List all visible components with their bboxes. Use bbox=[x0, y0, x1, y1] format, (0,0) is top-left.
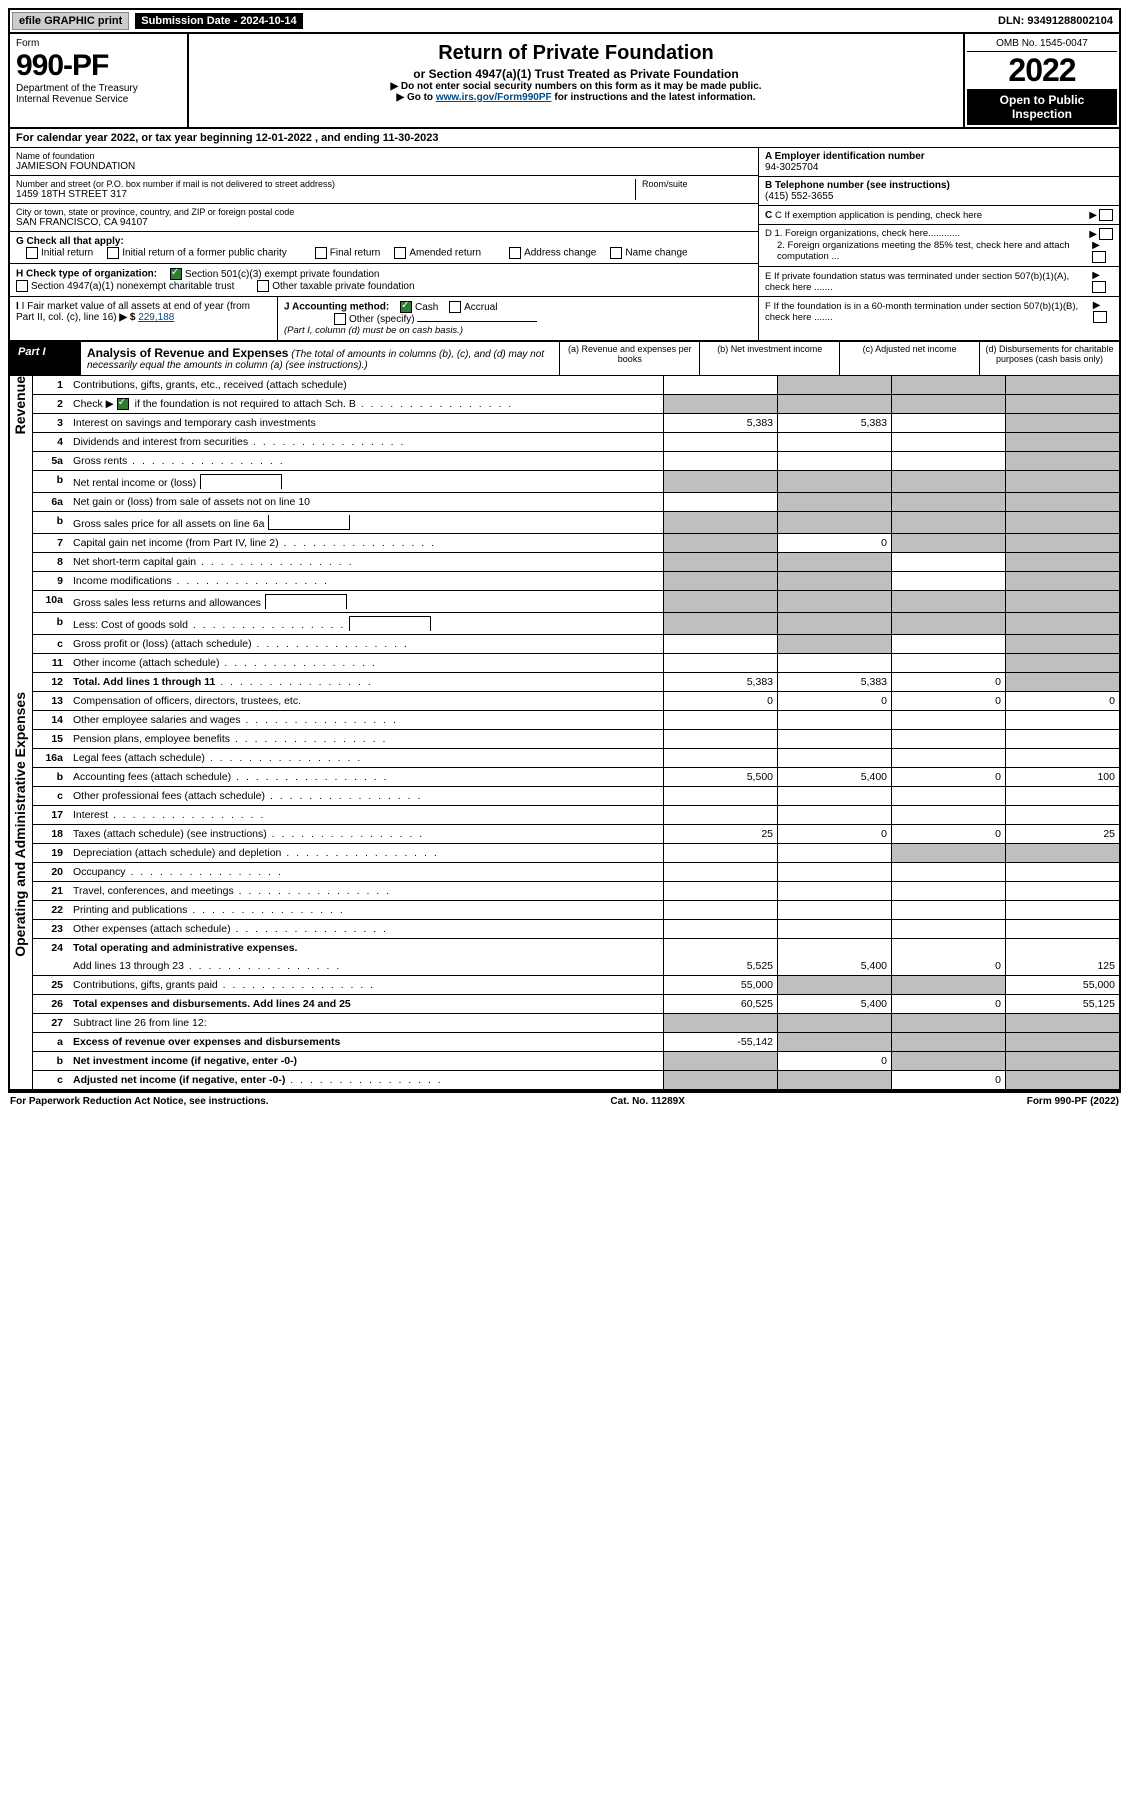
section-i-j: I I Fair market value of all assets at e… bbox=[10, 297, 758, 340]
ssn-warning: ▶ Do not enter social security numbers o… bbox=[197, 81, 955, 92]
h-other-taxable[interactable]: Other taxable private foundation bbox=[257, 281, 414, 292]
e-row: E If private foundation status was termi… bbox=[759, 267, 1119, 297]
f-row: F If the foundation is in a 60-month ter… bbox=[759, 297, 1119, 326]
foundation-name: JAMIESON FOUNDATION bbox=[16, 161, 752, 172]
form-header: Form 990-PF Department of the Treasury I… bbox=[8, 34, 1121, 129]
cat-no: Cat. No. 11289X bbox=[610, 1096, 684, 1107]
ein-row: A Employer identification number 94-3025… bbox=[759, 148, 1119, 177]
dln-label: DLN: 93491288002104 bbox=[998, 15, 1117, 27]
g-amended-return[interactable]: Amended return bbox=[394, 247, 481, 259]
col-c-header: (c) Adjusted net income bbox=[839, 342, 979, 375]
part1-label: Part I bbox=[10, 342, 81, 375]
city-state-zip: SAN FRANCISCO, CA 94107 bbox=[16, 217, 752, 228]
g-final-return[interactable]: Final return bbox=[315, 247, 381, 259]
col-a-header: (a) Revenue and expenses per books bbox=[559, 342, 699, 375]
entity-info-grid: Name of foundation JAMIESON FOUNDATION N… bbox=[8, 148, 1121, 341]
j-other[interactable]: Other (specify) bbox=[334, 314, 415, 325]
street-address: 1459 18TH STREET 317 bbox=[16, 189, 635, 200]
d2-checkbox[interactable] bbox=[1092, 251, 1106, 263]
g-address-change[interactable]: Address change bbox=[509, 247, 596, 259]
g-initial-return[interactable]: Initial return bbox=[26, 247, 93, 259]
column-headers: (a) Revenue and expenses per books (b) N… bbox=[559, 342, 1119, 375]
irs-link[interactable]: www.irs.gov/Form990PF bbox=[436, 92, 552, 103]
form-number: 990-PF bbox=[16, 49, 181, 83]
page-footer: For Paperwork Reduction Act Notice, see … bbox=[8, 1091, 1121, 1107]
dept-treasury: Department of the Treasury bbox=[16, 83, 181, 94]
section-g: G Check all that apply: Initial return I… bbox=[10, 232, 758, 264]
part1-table: Revenue 1Contributions, gifts, grants, e… bbox=[8, 376, 1121, 1091]
form-id-block: Form 990-PF Department of the Treasury I… bbox=[10, 34, 189, 127]
j-cash[interactable]: Cash bbox=[400, 302, 438, 313]
tax-year: 2022 bbox=[967, 52, 1117, 89]
col-b-header: (b) Net investment income bbox=[699, 342, 839, 375]
dept-irs: Internal Revenue Service bbox=[16, 94, 181, 105]
phone-value: (415) 552-3655 bbox=[765, 191, 833, 202]
form-word: Form bbox=[16, 38, 181, 49]
goto-line: ▶ Go to www.irs.gov/Form990PF for instru… bbox=[197, 92, 955, 103]
section-h: H Check type of organization: Section 50… bbox=[10, 264, 758, 297]
room-suite-label: Room/suite bbox=[642, 179, 752, 189]
efile-print-button[interactable]: efile GRAPHIC print bbox=[12, 12, 129, 30]
part1-title: Analysis of Revenue and Expenses (The to… bbox=[81, 342, 559, 375]
phone-row: B Telephone number (see instructions) (4… bbox=[759, 177, 1119, 206]
d1-checkbox[interactable] bbox=[1099, 228, 1113, 240]
part1-header: Part I Analysis of Revenue and Expenses … bbox=[8, 341, 1121, 376]
fmv-link[interactable]: 229,188 bbox=[138, 312, 174, 323]
d-row: D 1. Foreign organizations, check here..… bbox=[759, 225, 1119, 267]
form-title: Return of Private Foundation bbox=[197, 42, 955, 65]
form-subtitle: or Section 4947(a)(1) Trust Treated as P… bbox=[197, 67, 955, 81]
calendar-year-line: For calendar year 2022, or tax year begi… bbox=[8, 129, 1121, 148]
schb-checkbox[interactable] bbox=[117, 398, 129, 410]
paperwork-notice: For Paperwork Reduction Act Notice, see … bbox=[10, 1096, 269, 1107]
city-cell: City or town, state or province, country… bbox=[10, 204, 758, 232]
ein-value: 94-3025704 bbox=[765, 162, 818, 173]
open-to-public-badge: Open to Public Inspection bbox=[967, 89, 1117, 125]
foundation-name-cell: Name of foundation JAMIESON FOUNDATION bbox=[10, 148, 758, 176]
j-note: (Part I, column (d) must be on cash basi… bbox=[284, 325, 463, 336]
e-checkbox[interactable] bbox=[1092, 281, 1106, 293]
c-checkbox[interactable] bbox=[1099, 209, 1113, 221]
f-checkbox[interactable] bbox=[1093, 311, 1107, 323]
h-4947[interactable]: Section 4947(a)(1) nonexempt charitable … bbox=[16, 281, 234, 292]
form-ref: Form 990-PF (2022) bbox=[1027, 1096, 1119, 1107]
revenue-side-label: Revenue bbox=[10, 376, 30, 434]
g-initial-former[interactable]: Initial return of a former public charit… bbox=[107, 247, 287, 259]
omb-number: OMB No. 1545-0047 bbox=[967, 36, 1117, 52]
expenses-side-label: Operating and Administrative Expenses bbox=[10, 692, 30, 957]
c-row: C C If exemption application is pending,… bbox=[759, 206, 1119, 225]
submission-date-badge: Submission Date - 2024-10-14 bbox=[135, 13, 302, 29]
year-block: OMB No. 1545-0047 2022 Open to Public In… bbox=[963, 34, 1119, 127]
col-d-header: (d) Disbursements for charitable purpose… bbox=[979, 342, 1119, 375]
form-title-block: Return of Private Foundation or Section … bbox=[189, 34, 963, 127]
j-accrual[interactable]: Accrual bbox=[449, 302, 497, 313]
top-bar: efile GRAPHIC print Submission Date - 20… bbox=[8, 8, 1121, 34]
g-name-change[interactable]: Name change bbox=[610, 247, 687, 259]
address-row: Number and street (or P.O. box number if… bbox=[10, 176, 758, 204]
h-501c3[interactable]: Section 501(c)(3) exempt private foundat… bbox=[170, 269, 380, 280]
